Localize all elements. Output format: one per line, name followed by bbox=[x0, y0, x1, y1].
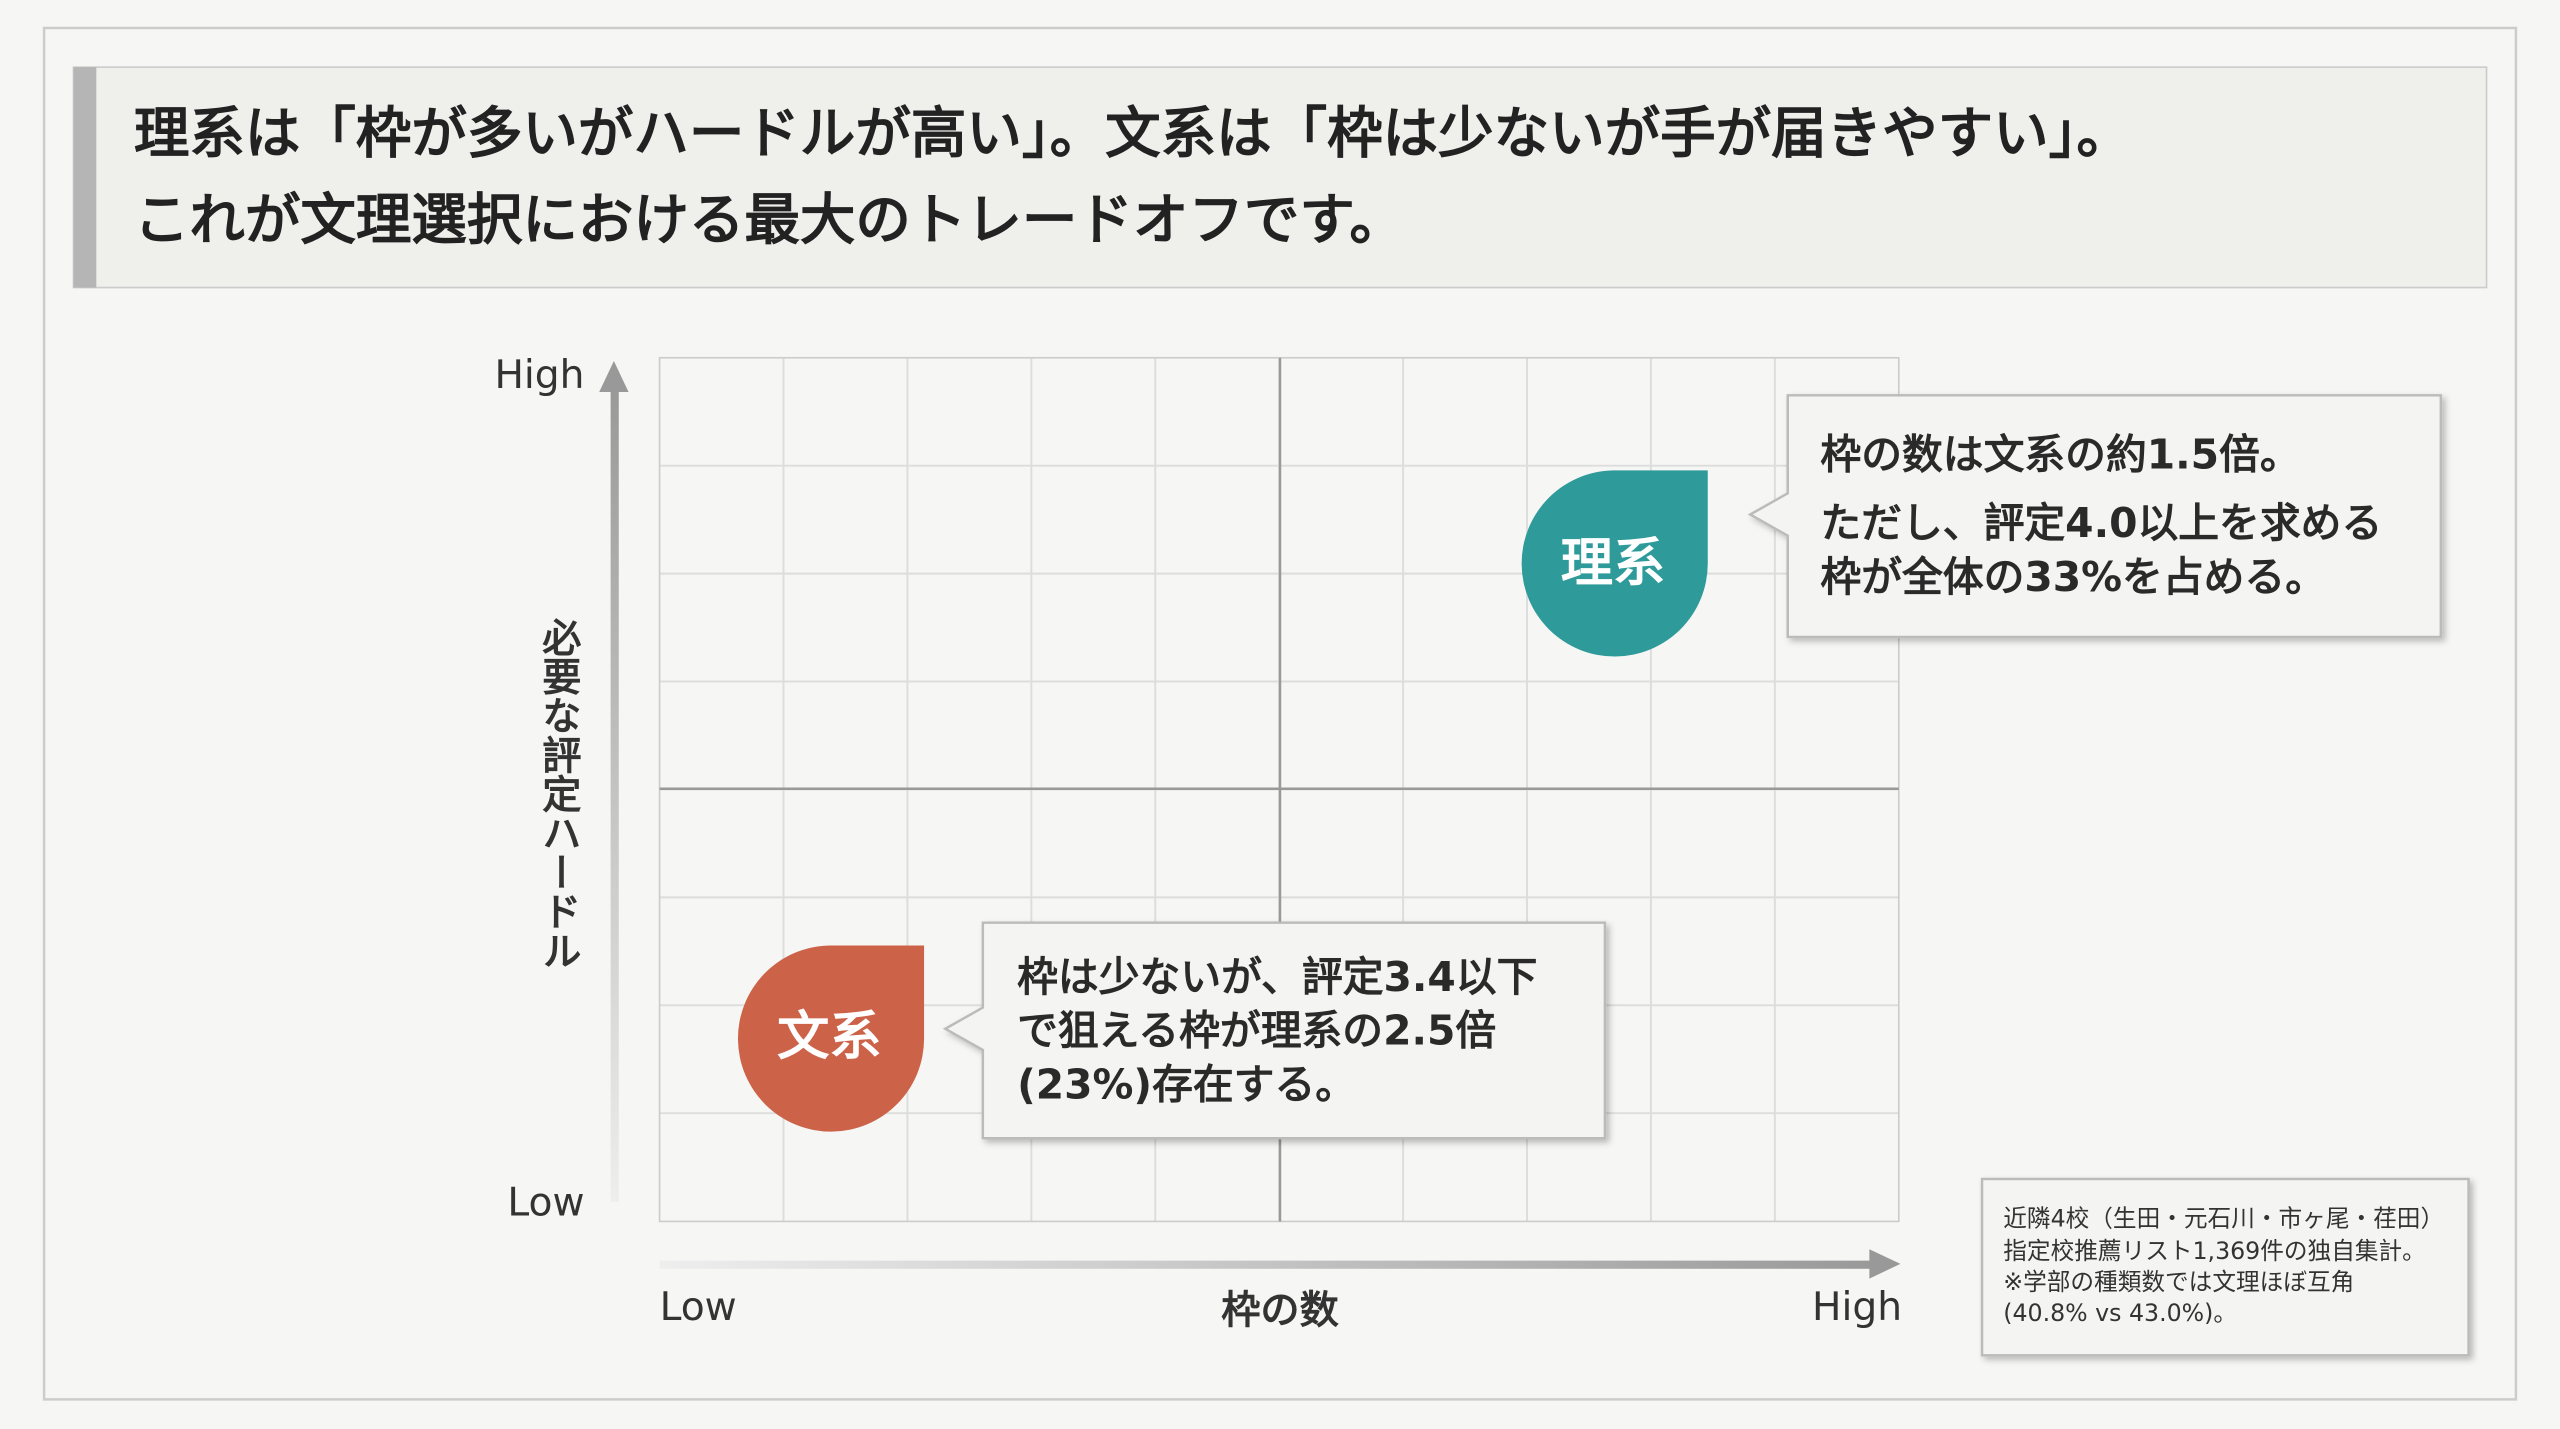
callout-line: 枠の数は文系の約1.5倍。 bbox=[1820, 430, 2300, 478]
callout-line: ただし、評定4.0以上を求める bbox=[1820, 499, 2382, 547]
node-label: 理系 bbox=[1561, 534, 1665, 594]
note-box bbox=[1980, 1177, 2470, 1357]
y-high: High bbox=[494, 353, 584, 398]
y-axis-arrow bbox=[610, 385, 619, 1202]
frame bbox=[42, 26, 2518, 1401]
callout-line: 枠が全体の33%を占める。 bbox=[1820, 553, 2326, 601]
note-line: 指定校推薦リスト1,369件の独自集計。 bbox=[2003, 1237, 2426, 1265]
note-line: ※学部の種類数では文理ほぼ互角 bbox=[2003, 1268, 2354, 1296]
header-line: 理系は「枠が多いがハードルが高い」。文系は「枠は少ないが手が届きやすい」。 bbox=[134, 101, 2132, 166]
callout-box bbox=[942, 921, 1607, 1140]
header-box bbox=[72, 66, 2488, 289]
node-label: 文系 bbox=[777, 1007, 881, 1067]
callout-line: (23%)存在する。 bbox=[1017, 1061, 1356, 1109]
node-bunkei bbox=[737, 945, 925, 1132]
callout-line: 枠は少ないが、評定3.4以下 bbox=[1017, 953, 1537, 1001]
x-axis-label: 枠の数 bbox=[1221, 1288, 1339, 1333]
x-low: Low bbox=[660, 1285, 737, 1330]
note-line: 近隣4校（生田・元石川・市ヶ尾・荏田） bbox=[2003, 1204, 2444, 1232]
y-axis-label: 必要な評定ハードル bbox=[536, 617, 582, 970]
y-low: Low bbox=[507, 1181, 584, 1226]
callout-box bbox=[1747, 394, 2443, 639]
y-axis-arrowhead bbox=[599, 361, 629, 393]
note-line: (40.8% vs 43.0%)。 bbox=[2003, 1299, 2237, 1327]
callout-line: で狙える枠が理系の2.5倍 bbox=[1017, 1007, 1496, 1055]
x-axis-arrow bbox=[659, 1260, 1876, 1269]
header-accent bbox=[73, 67, 97, 288]
x-high: High bbox=[1812, 1285, 1902, 1330]
node-rikei bbox=[1521, 470, 1708, 657]
x-axis-arrowhead bbox=[1869, 1249, 1901, 1279]
header-line: これが文理選択における最大のトレードオフです。 bbox=[134, 188, 1405, 253]
